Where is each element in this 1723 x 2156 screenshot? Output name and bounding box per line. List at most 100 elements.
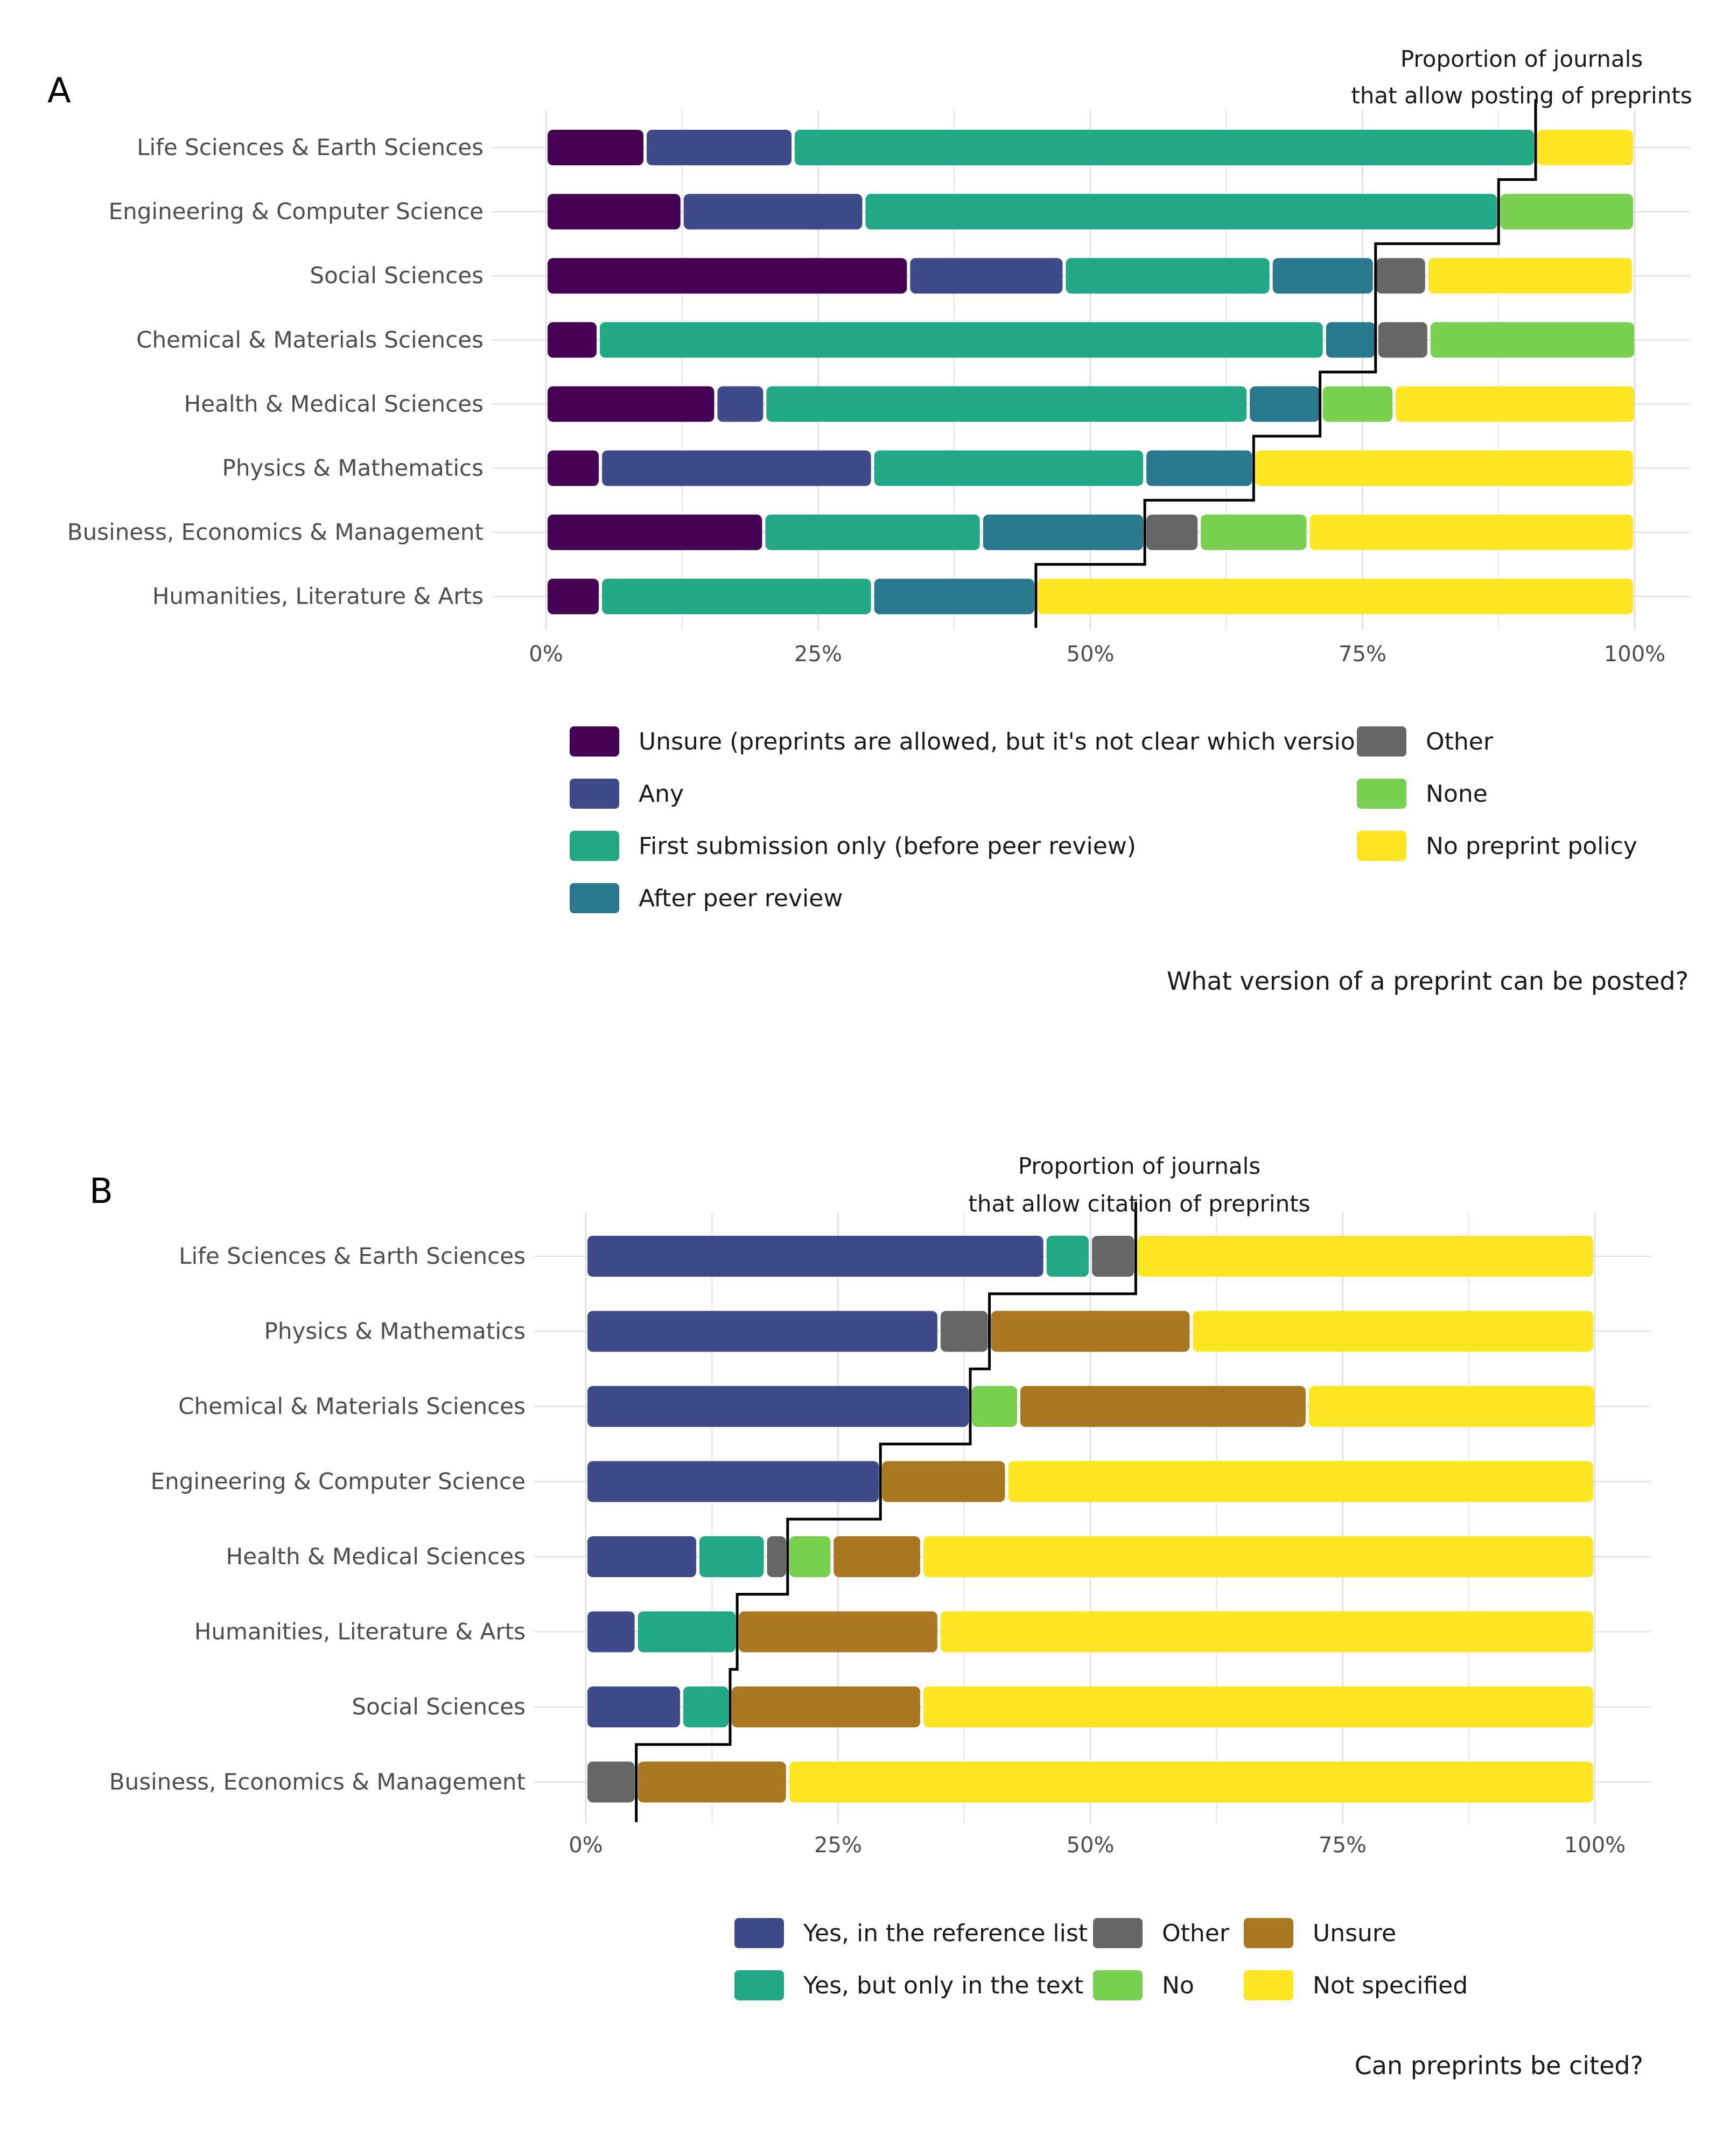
category-label: Social Sciences	[310, 262, 484, 289]
legend-label: Yes, but only in the text	[803, 1972, 1083, 1999]
bar-no	[971, 1386, 1017, 1427]
bar-not-specified	[1008, 1461, 1593, 1502]
bar-none	[1201, 514, 1307, 550]
panel-tag: A	[47, 71, 71, 111]
annotation-line-2: that allow citation of preprints	[968, 1191, 1310, 1217]
annotation-line-2: that allow posting of preprints	[1351, 82, 1692, 109]
bar-any	[683, 194, 863, 230]
bar-unsure	[834, 1536, 921, 1577]
legend-label: Other	[1426, 728, 1494, 755]
bar-unsure-preprints-are-allowed-but-it-s-not-clear-which-version	[548, 258, 907, 294]
bar-yes-in-the-reference-list	[587, 1386, 969, 1427]
bar-after-peer-review	[1272, 258, 1373, 294]
bar-first-submission-only-before-peer-review	[766, 386, 1247, 422]
x-tick-label: 0%	[569, 1833, 603, 1858]
category-label: Life Sciences & Earth Sciences	[137, 134, 484, 160]
bar-yes-in-the-reference-list	[587, 1611, 635, 1653]
bar-any	[647, 130, 792, 165]
bar-no-preprint-policy	[1396, 386, 1635, 422]
legend-swatch	[1357, 779, 1406, 809]
bar-after-peer-review	[874, 578, 1034, 614]
bar-other	[1376, 258, 1425, 294]
panel-b-chart: Life Sciences & Earth Sciences Physics & …	[89, 1153, 1651, 2080]
bar-unsure-preprints-are-allowed-but-it-s-not-clear-which-version	[548, 450, 599, 486]
category-label: Social Sciences	[352, 1693, 526, 1720]
bar-unsure	[991, 1311, 1190, 1352]
category-label: Humanities, Literature & Arts	[152, 583, 484, 610]
bar-after-peer-review	[1146, 450, 1252, 486]
legend-label: No	[1162, 1972, 1194, 1999]
bar-first-submission-only-before-peer-review	[874, 450, 1144, 486]
bar-not-specified	[923, 1536, 1593, 1577]
x-tick-label: 25%	[794, 642, 842, 667]
legend-swatch	[570, 831, 619, 861]
bar-yes-but-only-in-the-text	[699, 1536, 764, 1577]
legend-swatch	[570, 779, 619, 809]
bar-unsure-preprints-are-allowed-but-it-s-not-clear-which-version	[548, 194, 681, 230]
bar-other	[587, 1761, 635, 1803]
category-label: Health & Medical Sciences	[184, 390, 484, 417]
legend-label: After peer review	[639, 885, 843, 912]
bar-unsure-preprints-are-allowed-but-it-s-not-clear-which-version	[548, 130, 644, 165]
panel-tag: B	[89, 1172, 113, 1212]
bar-first-submission-only-before-peer-review	[1066, 258, 1270, 294]
bar-yes-in-the-reference-list	[587, 1536, 697, 1577]
legend-label: None	[1426, 780, 1488, 808]
legend-label: No preprint policy	[1426, 832, 1637, 860]
bar-no-preprint-policy	[1255, 450, 1633, 486]
category-label: Business, Economics & Management	[67, 519, 484, 545]
bar-first-submission-only-before-peer-review	[600, 322, 1323, 358]
x-tick-label: 25%	[814, 1833, 862, 1858]
category-label: Chemical & Materials Sciences	[178, 1393, 526, 1419]
legend-swatch	[1093, 1970, 1143, 2000]
bar-unsure-preprints-are-allowed-but-it-s-not-clear-which-version	[548, 514, 762, 550]
bar-first-submission-only-before-peer-review	[865, 194, 1497, 230]
category-label: Physics & Mathematics	[264, 1318, 526, 1345]
bar-not-specified	[1308, 1386, 1594, 1427]
bar-unsure-preprints-are-allowed-but-it-s-not-clear-which-version	[548, 386, 715, 422]
x-tick-label: 75%	[1339, 642, 1386, 667]
category-label: Physics & Mathematics	[222, 455, 484, 481]
bar-other	[1146, 514, 1198, 550]
bar-unsure-preprints-are-allowed-but-it-s-not-clear-which-version	[548, 578, 599, 614]
bar-not-specified	[789, 1761, 1593, 1803]
legend-swatch	[1357, 831, 1406, 861]
x-tick-label: 100%	[1604, 642, 1665, 667]
category-label: Engineering & Computer Science	[109, 198, 484, 225]
annotation-line-1: Proportion of journals	[1400, 46, 1643, 72]
bar-no-preprint-policy	[1537, 130, 1633, 165]
bar-after-peer-review	[1250, 386, 1320, 422]
bar-any	[910, 258, 1063, 294]
legend-label: Other	[1162, 1920, 1230, 1947]
bar-unsure	[731, 1686, 921, 1727]
bar-first-submission-only-before-peer-review	[765, 514, 980, 550]
category-label: Business, Economics & Management	[109, 1769, 526, 1795]
bar-not-specified	[1193, 1311, 1593, 1352]
legend-swatch	[1093, 1918, 1143, 1948]
proportion-step-line	[1034, 99, 1537, 628]
bar-other	[1092, 1236, 1134, 1277]
bar-first-submission-only-before-peer-review	[602, 578, 871, 614]
legend-label: First submission only (before peer revie…	[639, 832, 1136, 860]
bar-unsure	[739, 1611, 937, 1653]
category-label: Health & Medical Sciences	[226, 1543, 526, 1570]
bar-other	[940, 1311, 988, 1352]
legend-swatch	[734, 1918, 784, 1948]
x-tick-label: 0%	[529, 642, 563, 667]
bar-no-preprint-policy	[1428, 258, 1632, 294]
legend-label: Yes, in the reference list	[803, 1920, 1088, 1947]
bar-other	[767, 1536, 786, 1577]
bar-no	[789, 1536, 831, 1577]
bar-unsure	[882, 1461, 1005, 1502]
bar-no-preprint-policy	[1309, 514, 1633, 550]
bar-first-submission-only-before-peer-review	[794, 130, 1534, 165]
legend-label: Any	[639, 780, 684, 808]
panel-caption: Can preprints be cited?	[1355, 2051, 1643, 2080]
bar-none	[1500, 194, 1633, 230]
bar-not-specified	[1137, 1236, 1593, 1277]
bar-none	[1430, 322, 1635, 358]
legend-swatch	[1357, 726, 1406, 757]
bar-yes-in-the-reference-list	[587, 1311, 937, 1352]
bar-none	[1322, 386, 1393, 422]
